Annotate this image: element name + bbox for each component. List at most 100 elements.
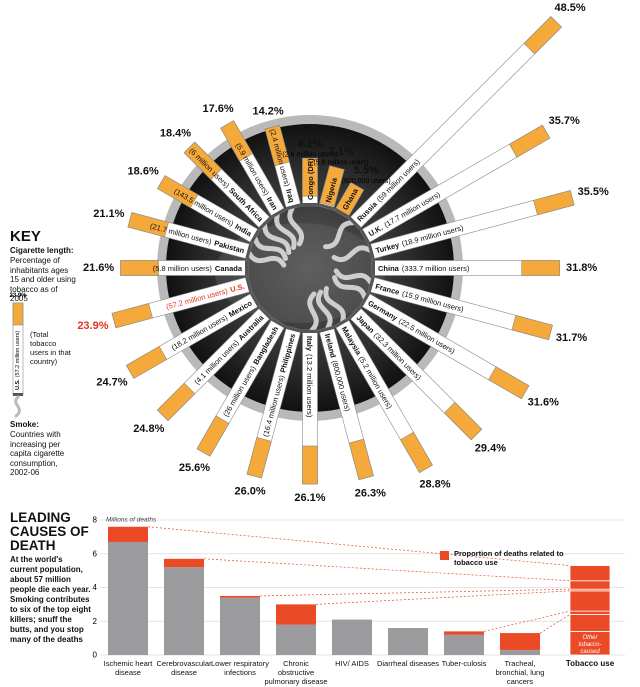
bar-segment [108,541,148,655]
smoke [331,245,372,262]
cigarette-label: China (333.7 million users) [378,264,470,273]
cigarette-group [359,124,551,244]
filter [509,124,551,158]
cigarette-group [111,276,253,329]
smoke [316,289,333,330]
percent-label: 7.1% [329,146,354,158]
section-title: LEADING CAUSES OF DEATH [10,510,89,553]
filter [127,212,169,238]
legend-swatch [440,551,449,560]
bar-segment [220,595,260,598]
summary-segment [569,565,611,582]
cigarette-group [246,325,302,479]
x-tick-label: HIV/ AIDS [335,659,369,668]
x-tick-label: Ischemic heart disease [103,659,153,677]
filter [511,315,553,341]
y-tick-label: 6 [93,549,98,558]
y-axis-label: Millions of deaths [106,517,157,524]
cigarette-group [183,141,292,255]
percent-label: 24.8% [133,423,164,435]
bar-segment [444,634,484,655]
users-label: (13.2 million users) [306,354,315,418]
percent-label: 25.6% [179,462,210,474]
ash [245,243,253,260]
country-name: Congo (DR) [306,158,315,200]
bar-segment [332,619,372,655]
users-label: (333.7 million users) [402,264,470,273]
key-users-text: (Total tobacco users in that country) [30,330,71,366]
smoke [323,286,346,324]
cigarette-group [125,292,261,379]
smoke [323,220,355,250]
x-tick-label: Tracheal, bronchial, lung cancers [495,659,545,686]
country-name: China [378,264,400,273]
percent-label: 23.9% [77,320,108,332]
bar-segment [164,567,204,655]
bar-segment [276,604,316,625]
percent-label: 18.4% [160,127,191,139]
filter [111,303,153,329]
x-tick-label: Cerebrovascular disease [156,659,212,677]
bar-segment [388,628,428,655]
filter [156,382,196,422]
cigarette-group [264,124,304,247]
summary-segment [569,610,611,615]
y-tick-label: 8 [93,516,98,525]
summary-segment [569,614,611,632]
ash [318,203,335,211]
ash [334,207,349,219]
section-text: At the world's current population, about… [10,555,91,644]
percent-label: 18.6% [128,166,159,178]
key-smoke-text: Countries with increasing per capita cig… [10,430,65,477]
key-filter [12,302,24,326]
users-label: (5.8 million users) [153,264,213,273]
summary-segment [569,590,611,612]
cigarette-group [318,165,345,211]
bar-segment [500,649,540,655]
cigarette-label: Italy (13.2 million users) [306,336,315,418]
percent-label: 35.5% [578,186,609,198]
cigarette-group [156,306,272,422]
cigarette-group [323,16,562,250]
users-label: (5.8 million users) [313,160,368,167]
filter [400,431,433,474]
ash [258,216,272,230]
key-length-title: Cigarette length: [10,246,74,255]
filter [488,366,530,400]
connector [259,588,571,597]
ash [271,317,286,329]
country-name: U.S. [229,281,245,293]
ash [359,292,371,307]
cigarette-group [371,260,560,276]
key-ash [13,393,23,396]
cigarette-label: Congo (DR) [306,158,315,200]
smoke [247,251,287,268]
smoke [332,275,368,300]
bar-segment [500,633,540,650]
key-sample-country: U.S. [15,379,21,390]
cigarette-group [331,190,575,262]
key-smoke [14,395,21,418]
smoke [333,268,373,285]
cigarette-group [348,306,483,441]
smoke [252,236,288,261]
users-label: (800,000 users) [342,178,391,185]
ash [249,229,261,244]
bar-segment [220,597,260,655]
legend-label: Proportion of deaths related to tobacco … [454,549,564,567]
ash [348,306,362,320]
key-smoke-title: Smoke: [10,420,39,429]
x-tick-label: Chronic obstructive pulmonary disease [264,659,328,686]
key-title: KEY [10,228,41,245]
percent-label: 26.3% [355,487,386,499]
cigarette-group [323,286,433,474]
ash [285,325,302,333]
connector [539,614,571,634]
percent-label: 5.5% [354,165,379,177]
cigarette-label: (5.8 million users) Canada [153,264,243,273]
country-name: Iraq [284,188,296,204]
percent-label: 24.7% [96,376,127,388]
key-length-text: Percentage of inhabitants ages 15 and ol… [10,256,76,303]
percent-label: 31.6% [528,397,559,409]
filter [183,141,222,180]
